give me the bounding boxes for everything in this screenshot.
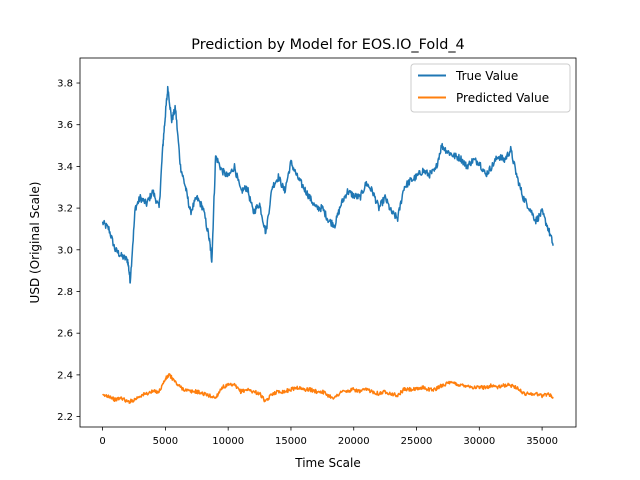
x-tick-label: 15000 [275,436,307,447]
series-line-true-value [101,85,554,284]
series-layer [101,85,554,404]
legend-label-predicted-value: Predicted Value [456,91,549,105]
y-tick-label: 3.4 [57,162,73,173]
y-tick-label: 2.6 [57,329,73,340]
y-tick-label: 2.2 [57,412,73,423]
x-tick-label: 0 [99,436,105,447]
y-tick-label: 2.4 [57,370,73,381]
x-tick-label: 35000 [526,436,558,447]
y-tick-label: 3.6 [57,120,73,131]
x-tick-label: 25000 [401,436,433,447]
y-axis: 2.2 2.4 2.6 2.8 3.0 3.2 3.4 3.6 3.8 [57,79,80,423]
x-tick-label: 5000 [153,436,178,447]
y-tick-label: 3.8 [57,79,73,90]
y-axis-label: USD (Original Scale) [28,182,42,304]
y-tick-label: 2.8 [57,287,73,298]
legend-box [410,63,571,113]
x-tick-label: 30000 [463,436,495,447]
legend-label-true-value: True Value [455,69,518,83]
chart-title: Prediction by Model for EOS.IO_Fold_4 [191,37,464,53]
axes-frame [79,57,577,428]
plot-area [79,57,577,428]
x-tick-label: 10000 [212,436,244,447]
x-axis: 0 5000 10000 15000 20000 25000 30000 35000 [99,427,558,447]
series-line-predicted-value [102,373,554,404]
legend: True Value Predicted Value [410,63,571,113]
y-tick-label: 3.0 [57,245,73,256]
y-tick-label: 3.2 [57,204,73,215]
x-axis-label: Time Scale [294,456,360,470]
x-tick-label: 20000 [338,436,370,447]
